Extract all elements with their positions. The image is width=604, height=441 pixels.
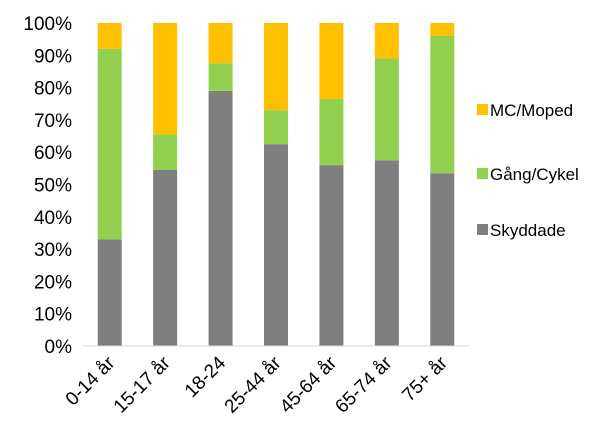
legend-label: Gång/Cykel — [490, 165, 579, 184]
bar-segment — [319, 98, 344, 166]
x-tick-label: 45-64 år — [276, 352, 341, 417]
y-tick-label: 20% — [34, 272, 72, 293]
bar-segment — [430, 173, 455, 346]
y-tick-label: 80% — [34, 79, 72, 100]
legend-label: Skyddade — [490, 221, 566, 240]
bar-segment — [374, 58, 399, 161]
bar-segment — [264, 144, 288, 347]
bar-segment — [319, 23, 344, 99]
legend-swatch — [477, 168, 488, 179]
y-tick-label: 100% — [23, 14, 72, 35]
plot-area — [97, 23, 455, 347]
bar-segment — [153, 23, 178, 135]
bar-segment — [153, 134, 178, 170]
y-tick-label: 60% — [34, 143, 72, 164]
x-tick-label: 25-44 år — [221, 352, 286, 417]
y-tick-label: 70% — [34, 111, 72, 132]
x-tick-label: 15-17 år — [110, 352, 175, 417]
y-tick-label: 50% — [34, 176, 72, 197]
y-tick-label: 10% — [34, 305, 72, 326]
bar-segment — [97, 239, 122, 346]
bar-segment — [97, 23, 122, 49]
bar-segment — [153, 169, 178, 346]
legend-label: MC/Moped — [490, 101, 573, 120]
bar-segment — [97, 48, 122, 240]
x-tick-label: 65-74 år — [331, 352, 396, 417]
bar-segment — [208, 63, 233, 91]
bar-segment — [208, 90, 233, 346]
y-tick-label: 40% — [34, 208, 72, 229]
bar-segment — [430, 23, 455, 36]
legend-swatch — [477, 224, 488, 235]
bar-segment — [374, 23, 399, 59]
y-tick-label: 30% — [34, 240, 72, 261]
y-tick-label: 0% — [45, 337, 73, 358]
x-tick-label: 18-24 — [181, 352, 231, 402]
y-tick-label: 90% — [34, 46, 72, 67]
bar-segment — [264, 110, 288, 145]
bar-segment — [208, 23, 233, 64]
bar-segment — [264, 23, 288, 111]
legend-swatch — [477, 104, 488, 115]
bar-segment — [319, 165, 344, 346]
bar-segment — [374, 160, 399, 346]
bar-segment — [430, 35, 455, 174]
y-axis: 0% 10% 20% 30% 40% 50% 60% 70% 80% 90% 100% — [23, 14, 72, 358]
x-tick-label: 75+ år — [399, 352, 453, 406]
legend: MC/Moped Gång/Cykel Skyddade — [477, 101, 579, 240]
